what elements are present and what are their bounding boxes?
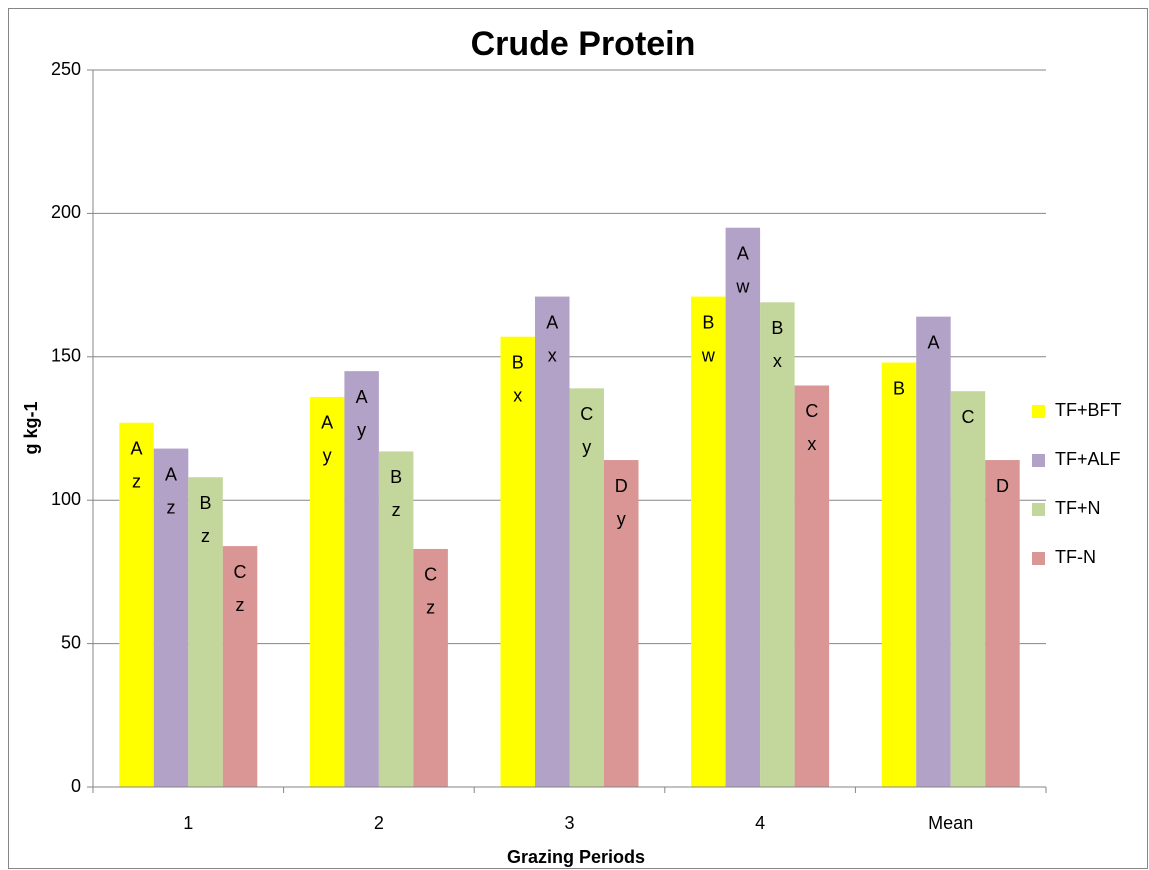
legend-swatch bbox=[1032, 454, 1045, 467]
bar-letter: C bbox=[961, 407, 974, 427]
bar bbox=[794, 385, 830, 787]
legend-swatch bbox=[1032, 552, 1045, 565]
bar bbox=[413, 548, 448, 787]
bar-letter: B bbox=[512, 352, 524, 372]
bar-letter: x bbox=[773, 351, 782, 371]
bar-letter: y bbox=[323, 446, 332, 466]
bar-letter: C bbox=[234, 562, 247, 582]
bar bbox=[535, 296, 570, 787]
bar-letter: z bbox=[201, 526, 210, 546]
y-tick-label: 0 bbox=[71, 776, 81, 796]
legend-label: TF+ALF bbox=[1055, 449, 1121, 469]
bar-letter: A bbox=[356, 387, 368, 407]
legend-swatch bbox=[1032, 503, 1045, 516]
bar-letter: A bbox=[546, 312, 558, 332]
bar-letter: B bbox=[390, 467, 402, 487]
bar-letter: w bbox=[735, 276, 750, 296]
y-tick-label: 100 bbox=[51, 489, 81, 509]
bar-letter: B bbox=[200, 493, 212, 513]
y-tick-label: 150 bbox=[51, 346, 81, 366]
x-tick-label: 4 bbox=[755, 813, 765, 833]
x-tick-label: 1 bbox=[183, 813, 193, 833]
bar bbox=[119, 422, 154, 787]
bar-letter: w bbox=[701, 345, 716, 365]
bar-letter: A bbox=[927, 332, 939, 352]
bar-letter: z bbox=[132, 472, 141, 492]
y-tick-label: 50 bbox=[61, 632, 81, 652]
bar bbox=[378, 451, 414, 787]
bar bbox=[760, 302, 795, 787]
bar-letter: x bbox=[548, 345, 557, 365]
bar bbox=[500, 336, 535, 787]
bar-letter: A bbox=[321, 413, 333, 433]
bar bbox=[725, 227, 761, 788]
bar-letter: A bbox=[737, 243, 749, 263]
bar-letter: z bbox=[167, 497, 176, 517]
legend-label: TF+N bbox=[1055, 498, 1101, 518]
bar-letter: z bbox=[236, 595, 245, 615]
chart-frame bbox=[8, 8, 1148, 869]
x-tick-label: 3 bbox=[564, 813, 574, 833]
bar bbox=[188, 477, 223, 787]
bar-letter: y bbox=[357, 420, 366, 440]
bar-letter: y bbox=[582, 437, 591, 457]
bar bbox=[985, 460, 1020, 787]
legend-label: TF-N bbox=[1055, 547, 1096, 567]
bar-letter: B bbox=[702, 312, 714, 332]
bar-letter: D bbox=[996, 476, 1009, 496]
bar-letter: C bbox=[805, 401, 818, 421]
bar bbox=[309, 396, 345, 787]
legend-label: TF+BFT bbox=[1055, 400, 1122, 420]
y-tick-label: 200 bbox=[51, 202, 81, 222]
chart-title: Crude Protein bbox=[471, 25, 696, 63]
bar-letter: B bbox=[771, 318, 783, 338]
bar bbox=[950, 391, 986, 787]
legend-swatch bbox=[1032, 405, 1045, 418]
bar bbox=[604, 460, 639, 787]
bar-letter: x bbox=[513, 385, 522, 405]
bar-letter: C bbox=[424, 565, 437, 585]
bar-letter: x bbox=[807, 434, 816, 454]
bar bbox=[691, 296, 726, 787]
bar-letter: z bbox=[426, 598, 435, 618]
x-axis-label: Grazing Periods bbox=[507, 847, 645, 867]
y-tick-label: 250 bbox=[51, 59, 81, 79]
bar bbox=[222, 546, 258, 787]
bar-letter: y bbox=[617, 509, 626, 529]
bar bbox=[569, 388, 604, 787]
x-tick-label: Mean bbox=[928, 813, 973, 833]
bar bbox=[881, 362, 917, 787]
bar-letter: A bbox=[131, 439, 143, 459]
x-tick-label: 2 bbox=[374, 813, 384, 833]
bar bbox=[153, 448, 189, 787]
bar-letter: D bbox=[615, 476, 628, 496]
bar bbox=[916, 316, 951, 787]
y-axis-label: g kg-1 bbox=[21, 401, 41, 454]
bar-letter: A bbox=[165, 464, 177, 484]
bar bbox=[344, 371, 379, 787]
bar-letter: z bbox=[392, 500, 401, 520]
bar-letter: C bbox=[580, 404, 593, 424]
bar-letter: B bbox=[893, 378, 905, 398]
